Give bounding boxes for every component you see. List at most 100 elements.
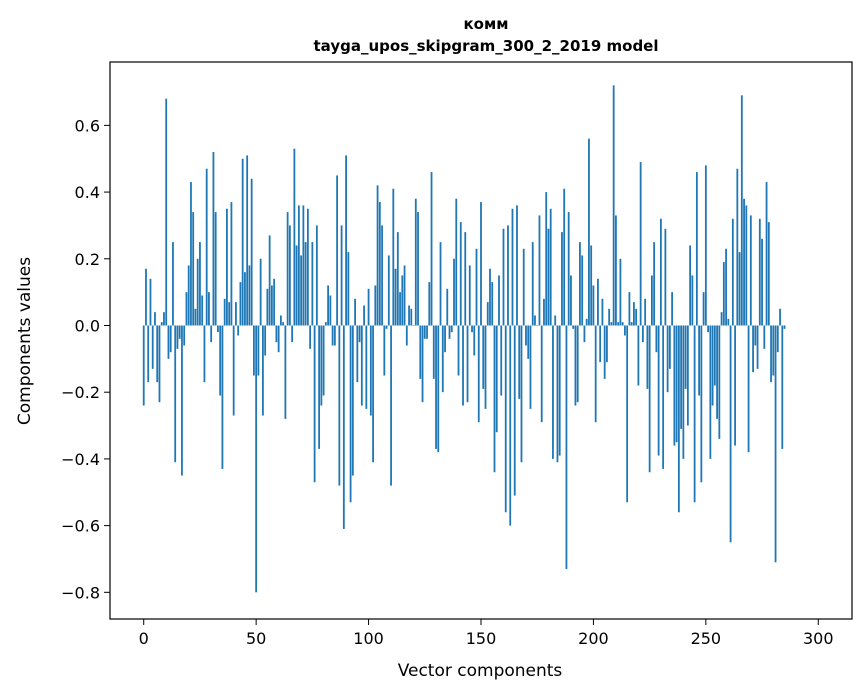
bar-209 [612, 85, 615, 326]
bar-194 [579, 242, 581, 326]
y-tick-label: 0.4 [75, 183, 100, 202]
bar-198 [588, 138, 590, 326]
bar-113 [396, 232, 399, 326]
bar-51 [257, 325, 260, 376]
x-tick-label: 100 [353, 629, 384, 648]
bar-173 [531, 242, 534, 326]
bar-243 [689, 245, 692, 326]
bar-57 [270, 285, 273, 326]
bar-6 [156, 325, 159, 383]
y-tick-label: 0.6 [75, 116, 100, 135]
bar-81 [324, 322, 327, 326]
bar-45 [244, 272, 246, 326]
bar-28 [205, 168, 208, 326]
bar-4 [151, 325, 154, 369]
bar-125 [423, 325, 426, 339]
bar-262 [731, 218, 734, 326]
bar-155 [491, 282, 494, 326]
bar-124 [421, 325, 424, 403]
bar-276 [763, 325, 766, 349]
bar-191 [572, 325, 575, 329]
bar-170 [525, 325, 527, 346]
bar-130 [435, 325, 437, 449]
bar-80 [322, 325, 325, 396]
bar-140 [457, 325, 460, 376]
bar-137 [450, 325, 453, 333]
bar-210 [615, 215, 617, 326]
bar-112 [394, 268, 397, 326]
bar-83 [329, 295, 332, 326]
bar-34 [219, 325, 222, 396]
x-tick-label: 200 [578, 629, 609, 648]
bar-248 [700, 325, 703, 483]
bar-119 [410, 308, 413, 326]
bars-group [142, 85, 786, 593]
bar-180 [547, 228, 550, 326]
x-tick-label: 300 [803, 629, 834, 648]
bar-23 [194, 308, 197, 326]
bar-250 [704, 165, 707, 326]
bar-259 [725, 248, 727, 326]
bar-67 [293, 148, 296, 326]
bar-178 [543, 298, 545, 326]
bar-254 [713, 325, 716, 386]
bar-280 [772, 325, 775, 376]
bar-270 [749, 215, 752, 326]
bar-133 [441, 325, 444, 393]
bar-281 [774, 325, 777, 563]
y-tick-label: −0.4 [61, 450, 100, 469]
bar-235 [671, 292, 674, 326]
bar-176 [538, 215, 541, 326]
bar-120 [412, 325, 415, 326]
bar-53 [262, 325, 264, 416]
bar-154 [489, 268, 491, 326]
bar-144 [466, 325, 469, 403]
bar-70 [300, 255, 303, 326]
x-axis-ticks: 0 50 100 150 200 250 300 [139, 619, 834, 648]
bar-272 [754, 325, 757, 346]
bar-275 [761, 238, 763, 326]
bar-136 [448, 325, 451, 339]
bar-192 [574, 325, 577, 406]
bar-22 [192, 212, 195, 326]
bar-221 [639, 162, 642, 326]
x-tick-label: 150 [466, 629, 497, 648]
bar-24 [196, 258, 199, 326]
y-tick-label: 0.0 [75, 316, 100, 335]
bar-229 [657, 325, 660, 456]
chart-subtitle: tayga_upos_skipgram_300_2_2019 model [314, 37, 659, 55]
bar-122 [417, 212, 419, 326]
bar-177 [540, 325, 543, 423]
bar-247 [698, 325, 700, 396]
bar-160 [502, 228, 505, 326]
bar-111 [392, 188, 395, 326]
bar-90 [345, 155, 347, 326]
bar-110 [390, 325, 392, 486]
bar-283 [779, 308, 781, 326]
bar-222 [641, 325, 644, 343]
bar-59 [275, 325, 278, 343]
bar-48 [250, 178, 253, 326]
bar-39 [230, 202, 233, 326]
bar-158 [498, 275, 500, 326]
bar-75 [311, 242, 314, 326]
bar-52 [259, 258, 262, 326]
bar-97 [360, 325, 363, 406]
bar-179 [545, 192, 548, 326]
bar-10 [165, 98, 168, 326]
bar-279 [770, 325, 772, 383]
bar-237 [675, 325, 678, 443]
bar-127 [428, 282, 431, 326]
bar-261 [729, 325, 732, 543]
bar-78 [318, 325, 321, 449]
bar-186 [561, 232, 563, 326]
bar-135 [446, 288, 449, 326]
bar-36 [223, 298, 226, 326]
bar-146 [471, 325, 473, 333]
bar-134 [444, 325, 446, 353]
bar-55 [266, 288, 269, 326]
bar-92 [349, 325, 352, 503]
bar-82 [327, 285, 329, 326]
bar-238 [677, 325, 680, 513]
